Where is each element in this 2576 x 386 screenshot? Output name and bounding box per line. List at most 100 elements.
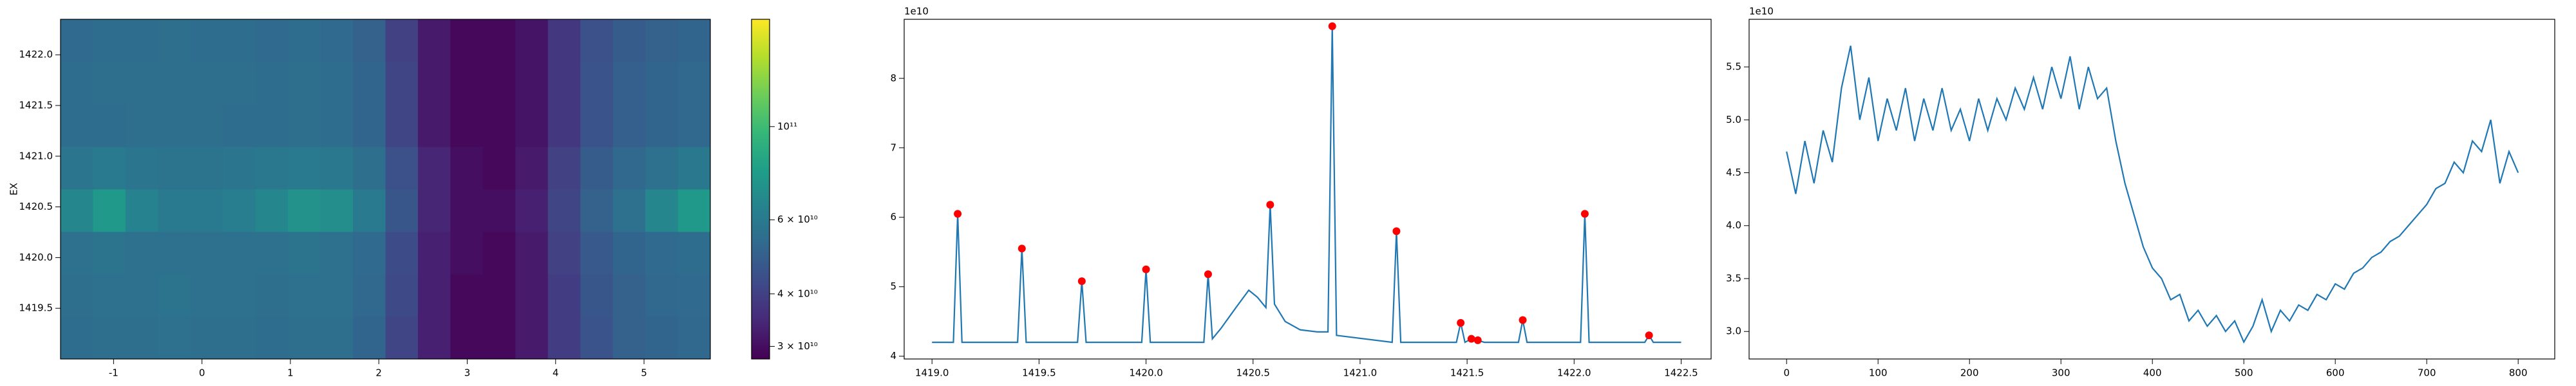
heatmap-cell [417, 232, 451, 275]
heatmap-cell [125, 317, 158, 360]
heatmap-cell [158, 19, 191, 62]
heatmap-cell [320, 317, 354, 360]
heatmap-cell [190, 274, 223, 317]
heatmap-cell [255, 19, 289, 62]
heatmap-cell [320, 104, 354, 147]
x-tick-label: 1419.0 [915, 367, 949, 379]
heatmap-cell [547, 189, 581, 232]
heatmap-cell [320, 274, 354, 317]
heatmap-cell [385, 232, 419, 275]
heatmap-cell [125, 104, 158, 147]
peak-marker [1467, 335, 1475, 343]
heatmap-cell [677, 147, 711, 190]
y-tick-label: 6 [890, 211, 896, 223]
y-tick-label: 1421.0 [19, 150, 53, 161]
heatmap-cell [450, 274, 484, 317]
heatmap-cell [515, 104, 549, 147]
offset-text: 1e10 [904, 6, 929, 17]
heatmap-cell [288, 189, 321, 232]
colorbar-tick-label: 4 × 10¹⁰ [777, 288, 818, 299]
heatmap-cell [482, 19, 516, 62]
heatmap-cell [61, 189, 93, 232]
heatmap-cell [612, 62, 646, 105]
heatmap-cell [580, 232, 614, 275]
heatmap-cell [677, 19, 711, 62]
heatmap-cell [645, 317, 679, 360]
heatmap-cell [580, 274, 614, 317]
heatmap-cell [645, 274, 679, 317]
heatmap-cell [417, 189, 451, 232]
heatmap-cell [125, 232, 158, 275]
heatmap-cell [190, 317, 223, 360]
heatmap-cell [645, 189, 679, 232]
heatmap-cell [223, 274, 256, 317]
heatmap-cell [580, 62, 614, 105]
heatmap-cell [645, 19, 679, 62]
heatmap-cell [385, 147, 419, 190]
heatmap-cell [223, 189, 256, 232]
x-tick-label: 100 [1869, 367, 1888, 379]
peak-marker [1519, 316, 1527, 324]
heatmap-cell [61, 19, 93, 62]
heatmap-cell [93, 104, 126, 147]
peak-marker [1645, 331, 1653, 340]
axes-frame [1748, 19, 2555, 360]
peak-marker [1457, 318, 1465, 327]
colorbar-tick-label: 3 × 10¹⁰ [777, 340, 818, 352]
x-tick-label: 1421.5 [1450, 367, 1484, 379]
heatmap-cell [320, 232, 354, 275]
heatmap-cell [93, 147, 126, 190]
heatmap-cell [612, 189, 646, 232]
heatmap-cell [190, 147, 223, 190]
heatmap-cell [158, 62, 191, 105]
y-tick-label: 4.0 [1726, 219, 1741, 231]
heatmap-cell [515, 147, 549, 190]
heatmap-cell [93, 317, 126, 360]
offset-text: 1e10 [1749, 6, 1774, 17]
heatmap-cell [612, 147, 646, 190]
axes-frame [60, 19, 711, 360]
heatmap-cell [93, 232, 126, 275]
x-tick-label: 1419.5 [1022, 367, 1056, 379]
colorbar [751, 19, 770, 360]
heatmap-cell [288, 104, 321, 147]
heatmap-cell [515, 189, 549, 232]
heatmap-cell [255, 147, 289, 190]
y-tick-label: 5.5 [1726, 61, 1741, 73]
heatmap-cell [612, 104, 646, 147]
heatmap-cell [353, 232, 386, 275]
heatmap-cell [385, 274, 419, 317]
y-tick-label: 3.5 [1726, 272, 1741, 284]
heatmap-cell [515, 274, 549, 317]
heatmap-cell [223, 317, 256, 360]
data-line [932, 26, 1681, 344]
heatmap-cell [288, 147, 321, 190]
x-tick-label: 1 [287, 367, 294, 379]
y-tick-label: 1422.0 [19, 49, 53, 60]
heatmap-cell [677, 62, 711, 105]
heatmap-cell [482, 232, 516, 275]
peak-marker [1077, 277, 1086, 286]
y-tick-label: 4 [890, 350, 896, 362]
heatmap-cell [580, 104, 614, 147]
x-tick-label: 600 [2326, 367, 2345, 379]
heatmap-cell [353, 104, 386, 147]
y-tick-label: 1419.5 [19, 302, 53, 314]
heatmap-cell [450, 104, 484, 147]
heatmap-cell [547, 147, 581, 190]
heatmap-cell [482, 62, 516, 105]
heatmap-cell [482, 104, 516, 147]
heatmap-cell [547, 104, 581, 147]
heatmap-cell [450, 189, 484, 232]
heatmap-cell [190, 62, 223, 105]
heatmap-cell [482, 317, 516, 360]
heatmap-cell [547, 317, 581, 360]
heatmap-cell [612, 317, 646, 360]
heatmap-cell [353, 19, 386, 62]
heatmap-cell [158, 189, 191, 232]
heatmap-cell [417, 62, 451, 105]
heatmap-cell [353, 147, 386, 190]
x-tick-label: 1420.0 [1129, 367, 1163, 379]
heatmap-cell [385, 317, 419, 360]
